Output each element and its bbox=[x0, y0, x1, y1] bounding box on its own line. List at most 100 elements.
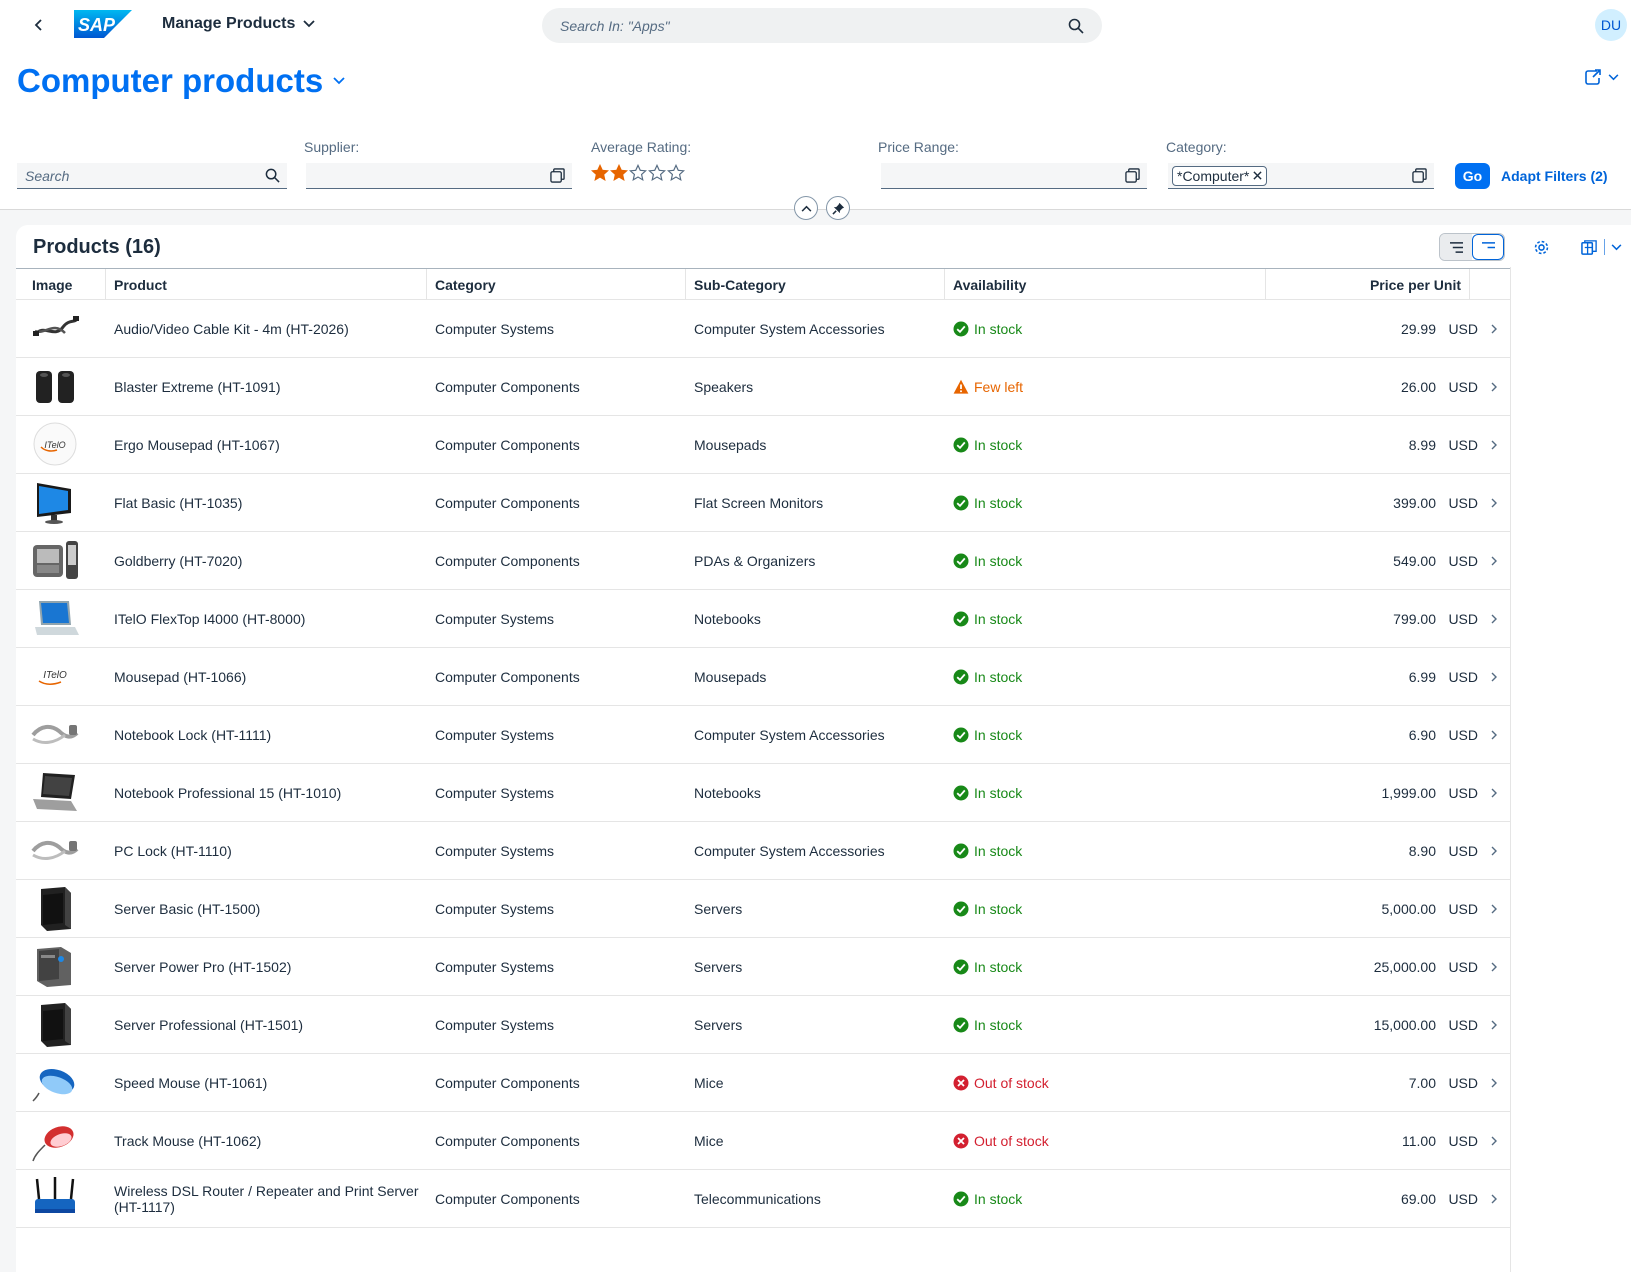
table-toolbar bbox=[1439, 233, 1631, 261]
condensed-rows-button[interactable] bbox=[1472, 234, 1504, 260]
chevron-right-icon[interactable] bbox=[1490, 555, 1498, 567]
back-button[interactable] bbox=[27, 13, 51, 37]
column-header-sub-category[interactable]: Sub-Category bbox=[686, 269, 945, 300]
gear-icon bbox=[1534, 240, 1548, 254]
price-range-field[interactable] bbox=[881, 163, 1147, 189]
availability-status: In stock bbox=[945, 590, 1266, 648]
price-range-label: Price Range: bbox=[878, 139, 959, 155]
pin-header-button[interactable] bbox=[826, 196, 850, 220]
chevron-right-icon[interactable] bbox=[1490, 903, 1498, 915]
product-sub-category: Telecommunications bbox=[694, 1191, 821, 1207]
export-button[interactable] bbox=[1571, 234, 1631, 260]
app-title-menu[interactable]: Manage Products bbox=[162, 15, 315, 33]
product-category: Computer Components bbox=[435, 379, 580, 395]
share-button[interactable] bbox=[1584, 68, 1619, 86]
column-header-price[interactable]: Price per Unit bbox=[1266, 269, 1470, 300]
column-header-availability[interactable]: Availability bbox=[945, 269, 1266, 300]
filter-search-field[interactable] bbox=[17, 163, 287, 189]
table-row[interactable]: Server Professional (HT-1501) Computer S… bbox=[16, 996, 1510, 1054]
table-row[interactable]: Flat Basic (HT-1035) Computer Components… bbox=[16, 474, 1510, 532]
shell-search-input[interactable] bbox=[560, 17, 1068, 34]
chevron-right-icon[interactable] bbox=[1490, 323, 1498, 335]
success-icon bbox=[953, 495, 969, 511]
table-row[interactable]: Wireless DSL Router / Repeater and Print… bbox=[16, 1170, 1510, 1228]
price-value: 799.00 bbox=[1393, 611, 1436, 627]
search-icon[interactable] bbox=[265, 168, 280, 183]
availability-text: Out of stock bbox=[974, 1075, 1049, 1091]
star-filled-icon[interactable] bbox=[591, 164, 609, 182]
table-row[interactable]: Audio/Video Cable Kit - 4m (HT-2026) Com… bbox=[16, 300, 1510, 358]
chevron-right-icon[interactable] bbox=[1490, 671, 1498, 683]
availability-status: In stock bbox=[945, 706, 1266, 764]
star-empty-icon[interactable] bbox=[667, 164, 685, 182]
table-row[interactable]: Speed Mouse (HT-1061) Computer Component… bbox=[16, 1054, 1510, 1112]
chevron-right-icon[interactable] bbox=[1490, 1135, 1498, 1147]
rating-indicator[interactable] bbox=[591, 164, 685, 182]
close-icon[interactable] bbox=[1253, 171, 1262, 180]
chevron-right-icon[interactable] bbox=[1490, 497, 1498, 509]
chevron-right-icon[interactable] bbox=[1490, 613, 1498, 625]
table-row[interactable]: ITelO Ergo Mousepad (HT-1067) Computer C… bbox=[16, 416, 1510, 474]
category-token[interactable]: *Computer* bbox=[1172, 165, 1268, 186]
router-icon bbox=[35, 1177, 75, 1213]
avatar[interactable]: DU bbox=[1595, 9, 1627, 41]
adapt-filters-button[interactable]: Adapt Filters (2) bbox=[1501, 168, 1608, 184]
page-header: Computer products Supplier: Average Rati… bbox=[0, 50, 1631, 220]
product-category: Computer Components bbox=[435, 495, 580, 511]
availability-status: In stock bbox=[945, 474, 1266, 532]
spreadsheet-icon bbox=[1580, 239, 1597, 255]
table-row[interactable]: PC Lock (HT-1110) Computer Systems Compu… bbox=[16, 822, 1510, 880]
list-collapse-icon bbox=[1481, 241, 1495, 248]
column-header-image[interactable]: Image bbox=[16, 269, 106, 300]
table-row[interactable]: Goldberry (HT-7020) Computer Components … bbox=[16, 532, 1510, 590]
mouse-red-icon bbox=[32, 1126, 74, 1162]
product-sub-category: PDAs & Organizers bbox=[694, 553, 816, 569]
chevron-right-icon[interactable] bbox=[1490, 1077, 1498, 1089]
value-help-icon[interactable] bbox=[1125, 168, 1140, 183]
chevron-right-icon[interactable] bbox=[1490, 381, 1498, 393]
chevron-right-icon[interactable] bbox=[1490, 729, 1498, 741]
value-help-icon[interactable] bbox=[550, 168, 565, 183]
product-sub-category: Notebooks bbox=[694, 785, 761, 801]
table-row[interactable]: Track Mouse (HT-1062) Computer Component… bbox=[16, 1112, 1510, 1170]
settings-button[interactable] bbox=[1525, 234, 1557, 260]
chevron-right-icon[interactable] bbox=[1490, 439, 1498, 451]
sap-logo[interactable]: SAP bbox=[74, 10, 132, 38]
product-sub-category: Computer System Accessories bbox=[694, 321, 885, 337]
chevron-right-icon[interactable] bbox=[1490, 1193, 1498, 1205]
table-row[interactable]: Blaster Extreme (HT-1091) Computer Compo… bbox=[16, 358, 1510, 416]
star-empty-icon[interactable] bbox=[629, 164, 647, 182]
category-field[interactable]: *Computer* bbox=[1168, 163, 1434, 189]
value-help-icon[interactable] bbox=[1412, 168, 1427, 183]
product-category: Computer Components bbox=[435, 1133, 580, 1149]
table-row[interactable]: Notebook Lock (HT-1111) Computer Systems… bbox=[16, 706, 1510, 764]
chevron-right-icon[interactable] bbox=[1490, 1019, 1498, 1031]
divider bbox=[1603, 239, 1605, 255]
svg-text:ITelO: ITelO bbox=[44, 440, 65, 450]
search-icon[interactable] bbox=[1068, 18, 1084, 34]
star-empty-icon[interactable] bbox=[648, 164, 666, 182]
chevron-right-icon[interactable] bbox=[1490, 787, 1498, 799]
shell-search[interactable] bbox=[542, 8, 1102, 43]
success-icon bbox=[953, 669, 969, 685]
column-header-product[interactable]: Product bbox=[106, 269, 427, 300]
table-row[interactable]: Server Power Pro (HT-1502) Computer Syst… bbox=[16, 938, 1510, 996]
table-row[interactable]: ITelO FlexTop I4000 (HT-8000) Computer S… bbox=[16, 590, 1510, 648]
supplier-field[interactable] bbox=[306, 163, 572, 189]
product-name: Server Basic (HT-1500) bbox=[114, 900, 261, 917]
expand-rows-button[interactable] bbox=[1440, 234, 1472, 260]
table-row[interactable]: Server Basic (HT-1500) Computer Systems … bbox=[16, 880, 1510, 938]
go-button[interactable]: Go bbox=[1455, 163, 1490, 189]
star-filled-icon[interactable] bbox=[610, 164, 628, 182]
variant-management[interactable]: Computer products bbox=[17, 62, 345, 100]
chevron-right-icon[interactable] bbox=[1490, 961, 1498, 973]
table-row[interactable]: ITelO Mousepad (HT-1066) Computer Compon… bbox=[16, 648, 1510, 706]
success-icon bbox=[953, 321, 969, 337]
currency: USD bbox=[1448, 1075, 1478, 1091]
table-row[interactable]: Notebook Professional 15 (HT-1010) Compu… bbox=[16, 764, 1510, 822]
collapse-header-button[interactable] bbox=[794, 196, 818, 220]
category-token-text: *Computer* bbox=[1177, 167, 1250, 184]
filter-search-input[interactable] bbox=[25, 167, 245, 184]
chevron-right-icon[interactable] bbox=[1490, 845, 1498, 857]
column-header-category[interactable]: Category bbox=[427, 269, 686, 300]
